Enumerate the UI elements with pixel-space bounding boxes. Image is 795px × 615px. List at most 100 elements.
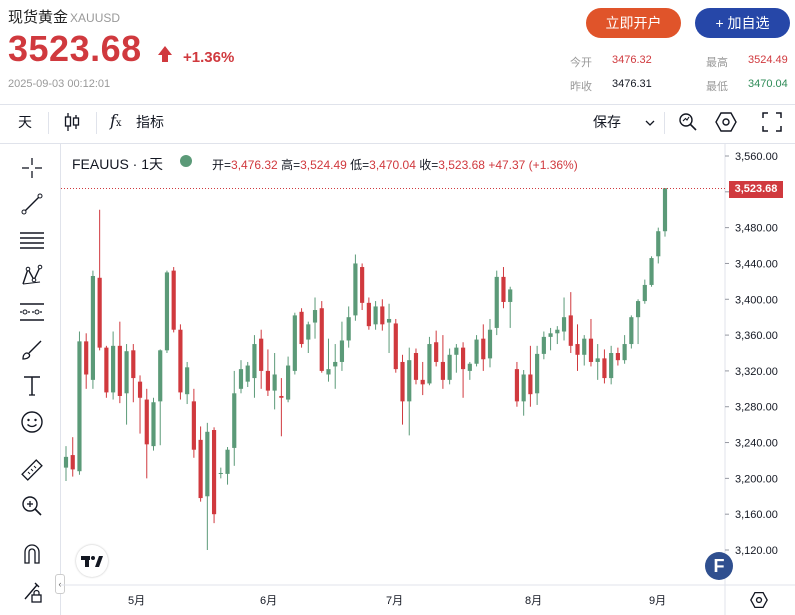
high-key: 高=: [281, 158, 301, 172]
market-status-icon: [180, 155, 192, 167]
measure-icon[interactable]: [18, 298, 46, 326]
close-key: 收=: [419, 158, 439, 172]
interval-button[interactable]: 天: [18, 114, 32, 130]
x-tick-label: 6月: [260, 595, 277, 607]
candle-body: [407, 360, 412, 402]
candle-body: [252, 344, 257, 379]
candle-body: [326, 369, 331, 375]
candle-body: [656, 231, 661, 257]
brand-f-logo-icon[interactable]: F: [705, 552, 733, 580]
candle-body: [144, 399, 149, 445]
candle-body: [568, 315, 573, 346]
timestamp: 2025-09-03 00:12:01: [8, 78, 111, 90]
candle-body: [373, 306, 378, 325]
y-tick-label: 3,440.00: [735, 258, 778, 270]
open-account-button[interactable]: 立即开户: [586, 8, 681, 38]
collapse-toolbar-icon[interactable]: ‹: [55, 574, 65, 594]
quick-search-icon[interactable]: [677, 111, 699, 138]
last-price: 3523.68: [8, 28, 142, 69]
y-tick-label: 3,360.00: [735, 330, 778, 342]
candle-body: [461, 347, 466, 370]
x-tick-label: 9月: [649, 595, 666, 607]
candle-body: [386, 318, 392, 323]
candle-body: [615, 353, 620, 361]
add-watchlist-button[interactable]: + 加自选: [695, 8, 790, 38]
candle-body: [70, 455, 75, 470]
chart-legend: FEAUUS · 1天: [72, 156, 164, 172]
up-arrow-icon-stem: [162, 54, 168, 62]
chart-settings-icon[interactable]: [750, 591, 768, 614]
high-val: 3,524.49: [300, 158, 347, 172]
legend-interval: 1天: [141, 156, 164, 172]
fullscreen-icon[interactable]: [762, 112, 782, 137]
stat-prev-label: 昨收: [570, 81, 592, 93]
toolbar-divider: [664, 112, 665, 134]
candle-body: [413, 353, 419, 380]
left-toolbar-border: [60, 144, 61, 615]
stat-prev-value: 3476.31: [612, 78, 652, 90]
candle-body: [602, 358, 607, 379]
stat-low-label: 最低: [706, 81, 728, 93]
indicators-button[interactable]: 指标: [136, 114, 164, 130]
toolbar-top-border: [0, 104, 795, 105]
candle-body: [205, 431, 210, 497]
candle-body: [117, 345, 122, 396]
fx-icon[interactable]: fx: [110, 111, 122, 130]
zoom-in-icon[interactable]: [18, 492, 46, 520]
candle-body: [272, 374, 277, 391]
stat-open-label: 今开: [570, 57, 592, 69]
candle-body: [501, 276, 506, 302]
horizontal-lines-icon[interactable]: [18, 226, 46, 254]
crosshair-icon[interactable]: [18, 154, 46, 182]
candle-body: [575, 344, 580, 355]
text-icon[interactable]: [18, 372, 46, 400]
candle-body: [366, 302, 371, 327]
candle-body: [63, 456, 69, 468]
candle-body: [198, 439, 203, 499]
candle-body: [312, 310, 318, 323]
candle-body: [588, 338, 594, 362]
trend-line-icon[interactable]: [18, 190, 46, 218]
candle-body: [481, 338, 486, 360]
y-tick-label: 3,320.00: [735, 366, 778, 378]
save-button[interactable]: 保存: [593, 114, 621, 130]
candle-body: [528, 374, 533, 395]
change-val: +47.37 (+1.36%): [488, 158, 578, 172]
candle-body: [541, 336, 546, 354]
magnet-icon[interactable]: [18, 540, 46, 568]
chevron-down-icon[interactable]: [644, 115, 656, 133]
candle-body: [259, 338, 264, 371]
candle-body: [104, 347, 109, 393]
candle-style-icon[interactable]: [63, 112, 81, 132]
stat-high-value: 3524.49: [748, 54, 788, 66]
candle-body: [622, 344, 627, 361]
candle-body: [77, 341, 82, 472]
y-tick-label: 3,480.00: [735, 223, 778, 235]
emoji-icon[interactable]: [18, 408, 46, 436]
candle-body: [353, 263, 358, 316]
candle-body: [393, 323, 398, 370]
candle-body: [494, 276, 499, 328]
candle-body: [420, 379, 425, 385]
ruler-icon[interactable]: [18, 456, 46, 484]
candle-body: [447, 354, 452, 380]
candle-body: [319, 308, 324, 371]
candle-body: [339, 340, 345, 362]
candle-body: [84, 341, 89, 375]
candle-body: [360, 267, 365, 303]
candle-body: [232, 393, 237, 448]
candle-body: [535, 353, 540, 394]
y-tick-label: 3,240.00: [735, 438, 778, 450]
lock-pencil-icon[interactable]: [18, 578, 46, 606]
candle-body: [111, 345, 116, 393]
candle-body: [487, 329, 493, 359]
candle-body: [346, 317, 351, 341]
candle-body: [97, 277, 102, 348]
tradingview-logo-icon[interactable]: [76, 545, 108, 577]
price-chart[interactable]: 3,560.003,520.003,480.003,440.003,400.00…: [61, 144, 795, 615]
brush-icon[interactable]: [18, 336, 46, 364]
candle-body: [561, 317, 567, 332]
settings-icon[interactable]: [715, 111, 737, 138]
pattern-icon[interactable]: [18, 262, 46, 290]
candle-body: [380, 306, 385, 325]
